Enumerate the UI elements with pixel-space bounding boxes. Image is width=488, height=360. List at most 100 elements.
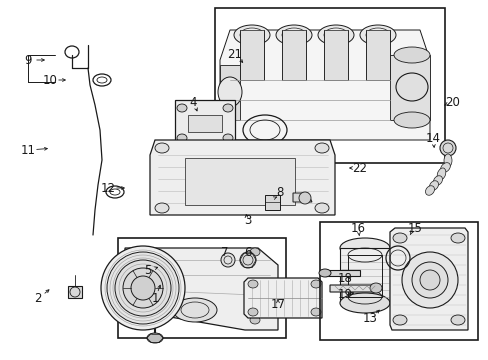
Text: 8: 8 (276, 186, 283, 199)
Polygon shape (68, 286, 82, 298)
Polygon shape (240, 30, 264, 80)
Polygon shape (220, 30, 429, 140)
Text: 14: 14 (425, 131, 440, 144)
Polygon shape (389, 228, 467, 330)
Ellipse shape (339, 293, 389, 313)
Text: 18: 18 (337, 271, 352, 284)
Ellipse shape (218, 77, 242, 107)
Ellipse shape (223, 104, 232, 112)
Ellipse shape (173, 298, 217, 322)
Ellipse shape (359, 25, 395, 45)
Polygon shape (324, 30, 347, 80)
Ellipse shape (247, 308, 258, 316)
Ellipse shape (411, 262, 447, 298)
Ellipse shape (324, 28, 347, 42)
Ellipse shape (249, 248, 260, 256)
Text: 12: 12 (101, 181, 115, 194)
Ellipse shape (432, 176, 442, 185)
Text: 5: 5 (144, 264, 151, 276)
Ellipse shape (443, 154, 451, 167)
Ellipse shape (133, 321, 142, 329)
Ellipse shape (282, 28, 305, 42)
Polygon shape (184, 158, 294, 205)
Ellipse shape (131, 276, 155, 300)
Ellipse shape (393, 47, 429, 63)
Text: 11: 11 (20, 144, 36, 157)
Ellipse shape (392, 315, 406, 325)
Ellipse shape (436, 168, 445, 180)
Text: 2: 2 (34, 292, 41, 305)
Text: 1: 1 (151, 292, 159, 305)
Polygon shape (175, 100, 235, 145)
Ellipse shape (240, 252, 256, 268)
Text: 21: 21 (227, 49, 242, 62)
Ellipse shape (428, 181, 438, 190)
Polygon shape (187, 115, 222, 132)
Text: 13: 13 (362, 311, 377, 324)
Polygon shape (325, 270, 359, 276)
Ellipse shape (339, 238, 389, 258)
Ellipse shape (115, 260, 171, 316)
Ellipse shape (123, 268, 163, 308)
Text: 17: 17 (270, 298, 285, 311)
Polygon shape (150, 140, 334, 215)
Ellipse shape (223, 134, 232, 142)
Ellipse shape (310, 308, 320, 316)
Polygon shape (282, 30, 305, 80)
Text: 9: 9 (24, 54, 32, 67)
Ellipse shape (234, 25, 269, 45)
Ellipse shape (401, 252, 457, 308)
Text: 19: 19 (337, 288, 352, 302)
Ellipse shape (440, 163, 449, 172)
Ellipse shape (133, 248, 142, 256)
Bar (339, 248, 389, 303)
Text: 15: 15 (407, 221, 422, 234)
Ellipse shape (101, 246, 184, 330)
Text: 20: 20 (445, 95, 460, 108)
Text: 7: 7 (221, 247, 228, 260)
Ellipse shape (275, 25, 311, 45)
Ellipse shape (155, 203, 169, 213)
Polygon shape (220, 65, 240, 120)
Ellipse shape (147, 333, 163, 343)
Ellipse shape (450, 315, 464, 325)
Polygon shape (389, 55, 429, 120)
Bar (319, 222, 477, 340)
Ellipse shape (393, 112, 429, 128)
Ellipse shape (450, 233, 464, 243)
Ellipse shape (155, 143, 169, 153)
Bar (215, 8, 444, 163)
Bar (118, 238, 285, 338)
Ellipse shape (439, 140, 455, 156)
Ellipse shape (249, 316, 260, 324)
Text: 16: 16 (350, 221, 365, 234)
Text: 6: 6 (244, 247, 251, 260)
Ellipse shape (107, 252, 179, 324)
Polygon shape (329, 285, 377, 292)
Ellipse shape (177, 134, 186, 142)
Text: 22: 22 (352, 162, 367, 175)
Ellipse shape (310, 280, 320, 288)
Polygon shape (365, 30, 389, 80)
Polygon shape (244, 278, 321, 318)
Ellipse shape (365, 28, 389, 42)
Ellipse shape (221, 253, 235, 267)
Ellipse shape (317, 25, 353, 45)
Text: 10: 10 (42, 73, 57, 86)
Ellipse shape (392, 233, 406, 243)
Ellipse shape (318, 269, 330, 277)
Ellipse shape (425, 186, 434, 195)
Ellipse shape (314, 143, 328, 153)
Ellipse shape (369, 283, 381, 293)
Bar (347, 255, 381, 297)
Ellipse shape (314, 203, 328, 213)
Ellipse shape (247, 280, 258, 288)
Polygon shape (264, 195, 280, 210)
Ellipse shape (298, 192, 310, 204)
Polygon shape (292, 193, 311, 202)
Polygon shape (125, 248, 278, 330)
Text: 3: 3 (244, 213, 251, 226)
Ellipse shape (240, 28, 264, 42)
Ellipse shape (177, 104, 186, 112)
Ellipse shape (419, 270, 439, 290)
